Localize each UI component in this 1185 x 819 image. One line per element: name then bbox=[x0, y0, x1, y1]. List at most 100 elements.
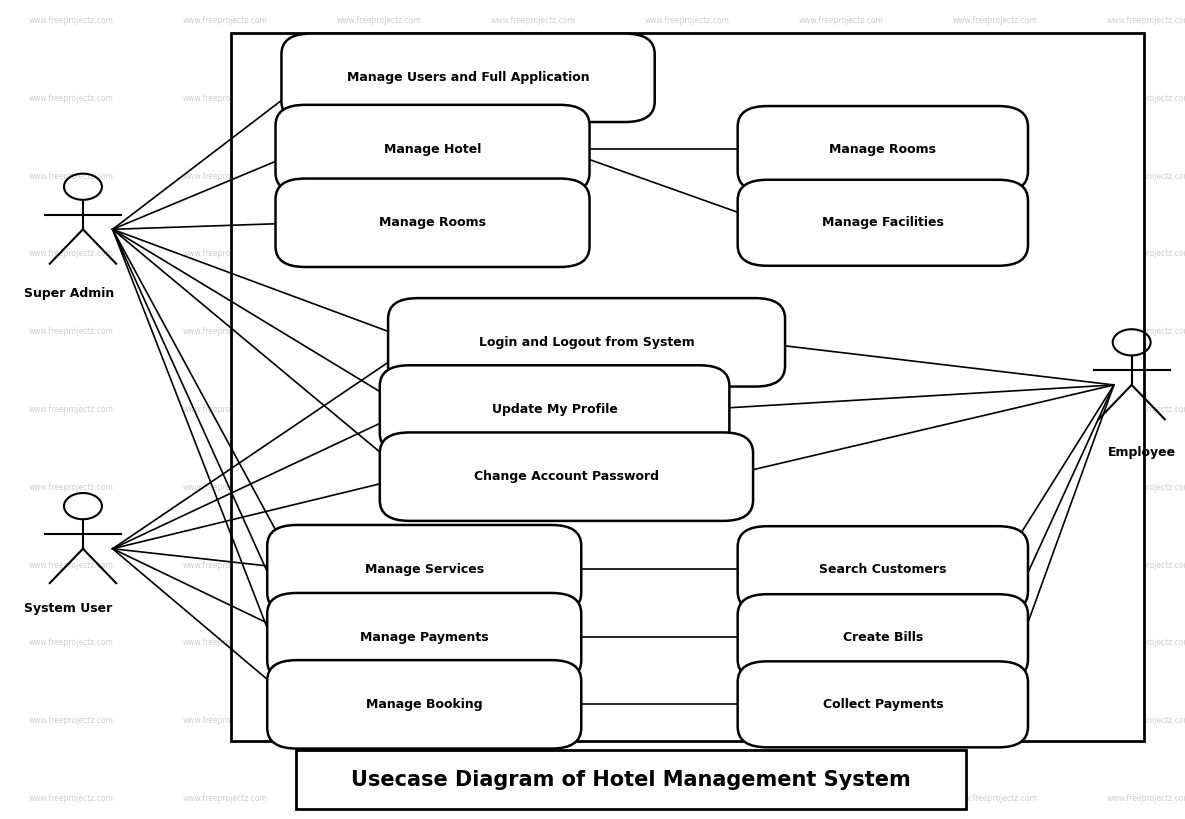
Text: www.freeprojectz.com: www.freeprojectz.com bbox=[337, 561, 422, 569]
Text: www.freeprojectz.com: www.freeprojectz.com bbox=[799, 328, 884, 336]
Text: Manage Rooms: Manage Rooms bbox=[830, 143, 936, 156]
Text: Login and Logout from System: Login and Logout from System bbox=[479, 336, 694, 349]
Text: www.freeprojectz.com: www.freeprojectz.com bbox=[1107, 16, 1185, 25]
Text: www.freeprojectz.com: www.freeprojectz.com bbox=[491, 639, 576, 647]
Text: www.freeprojectz.com: www.freeprojectz.com bbox=[491, 405, 576, 414]
Text: www.freeprojectz.com: www.freeprojectz.com bbox=[28, 561, 114, 569]
FancyBboxPatch shape bbox=[737, 179, 1027, 265]
Text: www.freeprojectz.com: www.freeprojectz.com bbox=[28, 794, 114, 803]
FancyBboxPatch shape bbox=[389, 298, 784, 387]
Text: www.freeprojectz.com: www.freeprojectz.com bbox=[491, 794, 576, 803]
Text: www.freeprojectz.com: www.freeprojectz.com bbox=[1107, 794, 1185, 803]
Text: www.freeprojectz.com: www.freeprojectz.com bbox=[1107, 483, 1185, 491]
Text: www.freeprojectz.com: www.freeprojectz.com bbox=[645, 405, 730, 414]
Text: Change Account Password: Change Account Password bbox=[474, 470, 659, 483]
Text: www.freeprojectz.com: www.freeprojectz.com bbox=[1107, 250, 1185, 258]
Text: www.freeprojectz.com: www.freeprojectz.com bbox=[491, 250, 576, 258]
Text: www.freeprojectz.com: www.freeprojectz.com bbox=[645, 639, 730, 647]
Text: www.freeprojectz.com: www.freeprojectz.com bbox=[953, 794, 1038, 803]
FancyBboxPatch shape bbox=[275, 179, 590, 267]
Text: www.freeprojectz.com: www.freeprojectz.com bbox=[799, 405, 884, 414]
Text: www.freeprojectz.com: www.freeprojectz.com bbox=[953, 561, 1038, 569]
Text: System User: System User bbox=[24, 602, 111, 615]
Text: www.freeprojectz.com: www.freeprojectz.com bbox=[799, 16, 884, 25]
Text: Manage Payments: Manage Payments bbox=[360, 631, 488, 644]
Text: www.freeprojectz.com: www.freeprojectz.com bbox=[1107, 94, 1185, 102]
Text: www.freeprojectz.com: www.freeprojectz.com bbox=[28, 172, 114, 180]
Text: Usecase Diagram of Hotel Management System: Usecase Diagram of Hotel Management Syst… bbox=[351, 770, 911, 790]
Text: www.freeprojectz.com: www.freeprojectz.com bbox=[799, 794, 884, 803]
Text: www.freeprojectz.com: www.freeprojectz.com bbox=[1107, 172, 1185, 180]
Text: www.freeprojectz.com: www.freeprojectz.com bbox=[1107, 405, 1185, 414]
Text: www.freeprojectz.com: www.freeprojectz.com bbox=[28, 717, 114, 725]
Text: Manage Rooms: Manage Rooms bbox=[379, 216, 486, 229]
Text: www.freeprojectz.com: www.freeprojectz.com bbox=[491, 483, 576, 491]
Text: www.freeprojectz.com: www.freeprojectz.com bbox=[645, 250, 730, 258]
Text: www.freeprojectz.com: www.freeprojectz.com bbox=[799, 639, 884, 647]
Text: www.freeprojectz.com: www.freeprojectz.com bbox=[182, 794, 268, 803]
FancyBboxPatch shape bbox=[268, 660, 582, 749]
Text: www.freeprojectz.com: www.freeprojectz.com bbox=[953, 405, 1038, 414]
Text: Manage Services: Manage Services bbox=[365, 563, 483, 576]
Text: www.freeprojectz.com: www.freeprojectz.com bbox=[182, 94, 268, 102]
Text: www.freeprojectz.com: www.freeprojectz.com bbox=[953, 328, 1038, 336]
Text: Create Bills: Create Bills bbox=[843, 631, 923, 644]
Text: www.freeprojectz.com: www.freeprojectz.com bbox=[491, 94, 576, 102]
Text: www.freeprojectz.com: www.freeprojectz.com bbox=[953, 94, 1038, 102]
Text: www.freeprojectz.com: www.freeprojectz.com bbox=[799, 483, 884, 491]
Text: www.freeprojectz.com: www.freeprojectz.com bbox=[337, 16, 422, 25]
FancyBboxPatch shape bbox=[275, 105, 590, 193]
Text: www.freeprojectz.com: www.freeprojectz.com bbox=[491, 16, 576, 25]
Text: www.freeprojectz.com: www.freeprojectz.com bbox=[491, 172, 576, 180]
Text: www.freeprojectz.com: www.freeprojectz.com bbox=[645, 172, 730, 180]
Text: www.freeprojectz.com: www.freeprojectz.com bbox=[799, 172, 884, 180]
Text: www.freeprojectz.com: www.freeprojectz.com bbox=[182, 717, 268, 725]
Text: www.freeprojectz.com: www.freeprojectz.com bbox=[182, 405, 268, 414]
Text: www.freeprojectz.com: www.freeprojectz.com bbox=[28, 639, 114, 647]
Text: Update My Profile: Update My Profile bbox=[492, 403, 617, 416]
Text: www.freeprojectz.com: www.freeprojectz.com bbox=[799, 250, 884, 258]
Text: www.freeprojectz.com: www.freeprojectz.com bbox=[953, 639, 1038, 647]
FancyBboxPatch shape bbox=[379, 432, 754, 521]
Text: www.freeprojectz.com: www.freeprojectz.com bbox=[337, 483, 422, 491]
Text: www.freeprojectz.com: www.freeprojectz.com bbox=[1107, 717, 1185, 725]
Text: www.freeprojectz.com: www.freeprojectz.com bbox=[1107, 561, 1185, 569]
Text: www.freeprojectz.com: www.freeprojectz.com bbox=[337, 794, 422, 803]
Text: Manage Hotel: Manage Hotel bbox=[384, 143, 481, 156]
Text: www.freeprojectz.com: www.freeprojectz.com bbox=[953, 250, 1038, 258]
Text: www.freeprojectz.com: www.freeprojectz.com bbox=[491, 561, 576, 569]
FancyBboxPatch shape bbox=[737, 527, 1027, 613]
Text: www.freeprojectz.com: www.freeprojectz.com bbox=[28, 16, 114, 25]
FancyBboxPatch shape bbox=[379, 365, 729, 454]
Text: Super Admin: Super Admin bbox=[24, 287, 114, 300]
FancyBboxPatch shape bbox=[296, 750, 966, 809]
Text: Manage Facilities: Manage Facilities bbox=[822, 216, 943, 229]
Text: www.freeprojectz.com: www.freeprojectz.com bbox=[337, 717, 422, 725]
Text: Search Customers: Search Customers bbox=[819, 563, 947, 576]
Text: www.freeprojectz.com: www.freeprojectz.com bbox=[337, 94, 422, 102]
Text: Collect Payments: Collect Payments bbox=[822, 698, 943, 711]
Text: www.freeprojectz.com: www.freeprojectz.com bbox=[182, 328, 268, 336]
Text: www.freeprojectz.com: www.freeprojectz.com bbox=[645, 16, 730, 25]
Text: www.freeprojectz.com: www.freeprojectz.com bbox=[182, 250, 268, 258]
Text: www.freeprojectz.com: www.freeprojectz.com bbox=[645, 561, 730, 569]
Text: www.freeprojectz.com: www.freeprojectz.com bbox=[645, 794, 730, 803]
Text: www.freeprojectz.com: www.freeprojectz.com bbox=[799, 561, 884, 569]
FancyBboxPatch shape bbox=[231, 33, 1144, 741]
Text: www.freeprojectz.com: www.freeprojectz.com bbox=[337, 250, 422, 258]
Text: www.freeprojectz.com: www.freeprojectz.com bbox=[28, 483, 114, 491]
Text: Manage Booking: Manage Booking bbox=[366, 698, 482, 711]
Text: www.freeprojectz.com: www.freeprojectz.com bbox=[953, 16, 1038, 25]
Text: www.freeprojectz.com: www.freeprojectz.com bbox=[182, 639, 268, 647]
Text: www.freeprojectz.com: www.freeprojectz.com bbox=[645, 328, 730, 336]
Text: Employee: Employee bbox=[1108, 446, 1176, 459]
FancyBboxPatch shape bbox=[268, 593, 582, 681]
Text: www.freeprojectz.com: www.freeprojectz.com bbox=[28, 94, 114, 102]
Text: www.freeprojectz.com: www.freeprojectz.com bbox=[491, 717, 576, 725]
Text: www.freeprojectz.com: www.freeprojectz.com bbox=[799, 94, 884, 102]
Text: www.freeprojectz.com: www.freeprojectz.com bbox=[28, 328, 114, 336]
Text: www.freeprojectz.com: www.freeprojectz.com bbox=[182, 561, 268, 569]
Text: www.freeprojectz.com: www.freeprojectz.com bbox=[337, 639, 422, 647]
Text: Manage Users and Full Application: Manage Users and Full Application bbox=[347, 71, 589, 84]
FancyBboxPatch shape bbox=[737, 106, 1027, 192]
